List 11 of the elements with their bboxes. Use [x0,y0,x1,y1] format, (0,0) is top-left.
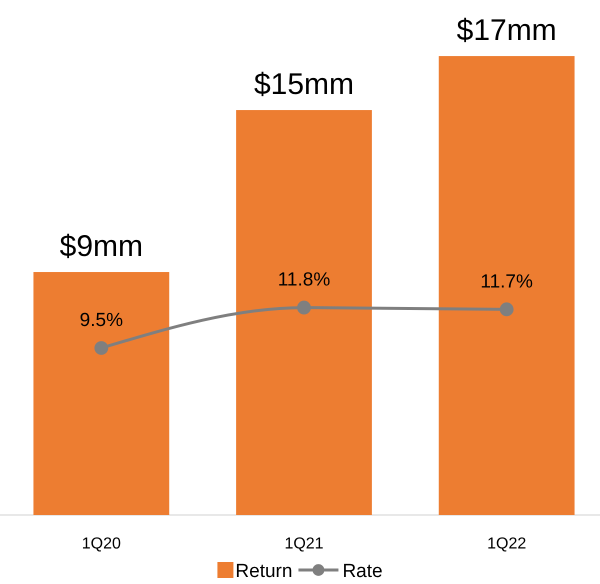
data-label: $17mm [456,14,557,48]
x-tick-label: 1Q21 [284,535,324,552]
data-label: 11.7% [480,271,533,292]
data-label: $9mm [60,230,144,264]
legend-label: Return [235,561,292,582]
x-tick-label: 1Q20 [82,535,122,552]
legend-label: Rate [342,561,383,582]
x-tick-label: 1Q22 [487,535,526,552]
data-label: 9.5% [80,310,124,332]
data-label: 11.8% [278,270,330,291]
data-label: $15mm [254,68,354,102]
